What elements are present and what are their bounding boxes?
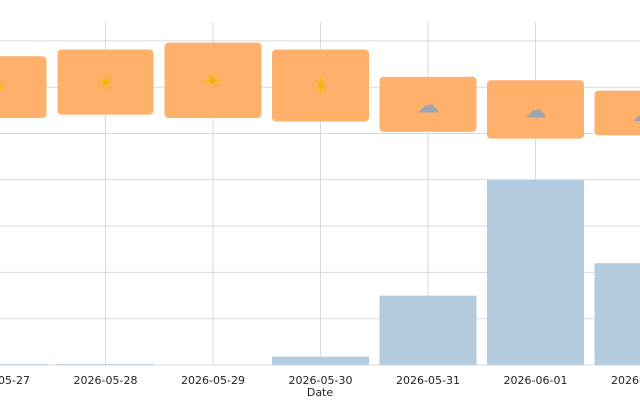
sun-icon: ☀ <box>96 71 116 96</box>
x-tick-label: 2026-05-31 <box>396 374 460 387</box>
temperature-boxes <box>0 42 640 139</box>
x-tick-label: 2026-05-29 <box>181 374 245 387</box>
precipitation-bar <box>487 180 584 365</box>
precipitation-bar <box>57 364 154 365</box>
precipitation-bar <box>594 263 640 365</box>
sun-icon: ☀ <box>311 74 331 99</box>
precipitation-bar <box>0 364 47 365</box>
sun-icon: ☀ <box>203 69 223 94</box>
precipitation-bars <box>0 180 640 365</box>
temperature-range-box <box>272 49 369 122</box>
x-tick-label: 2026-06-01 <box>504 374 568 387</box>
precipitation-bar <box>272 356 369 365</box>
temperature-range-box <box>57 49 154 115</box>
x-tick-label: 2026-05-30 <box>289 374 353 387</box>
x-tick-label: 2026-06-02 <box>611 374 640 387</box>
rain-cloud-icon: ☁ <box>417 93 439 118</box>
precipitation-bar <box>379 295 477 365</box>
temperature-range-box <box>379 76 477 132</box>
weather-icons: ☀ ☀ ☀ ☀ ☁ ☁ ☁ <box>0 69 640 127</box>
temperature-range-box <box>487 80 584 139</box>
temperature-range-box <box>0 56 47 119</box>
temperature-range-box <box>594 90 640 136</box>
x-tick-labels: 2026-05-27 2026-05-28 2026-05-29 2026-05-30… <box>0 374 640 387</box>
x-tick-label: 2026-05-27 <box>0 374 30 387</box>
sun-behind-rain-cloud-icon: ☁ <box>525 98 547 123</box>
x-tick-label: 2026-05-28 <box>74 374 138 387</box>
x-axis-title: Date <box>307 386 334 399</box>
temperature-range-box <box>164 42 262 119</box>
sun-icon: ☀ <box>0 76 8 101</box>
sun-behind-rain-cloud-icon: ☁ <box>632 102 640 127</box>
